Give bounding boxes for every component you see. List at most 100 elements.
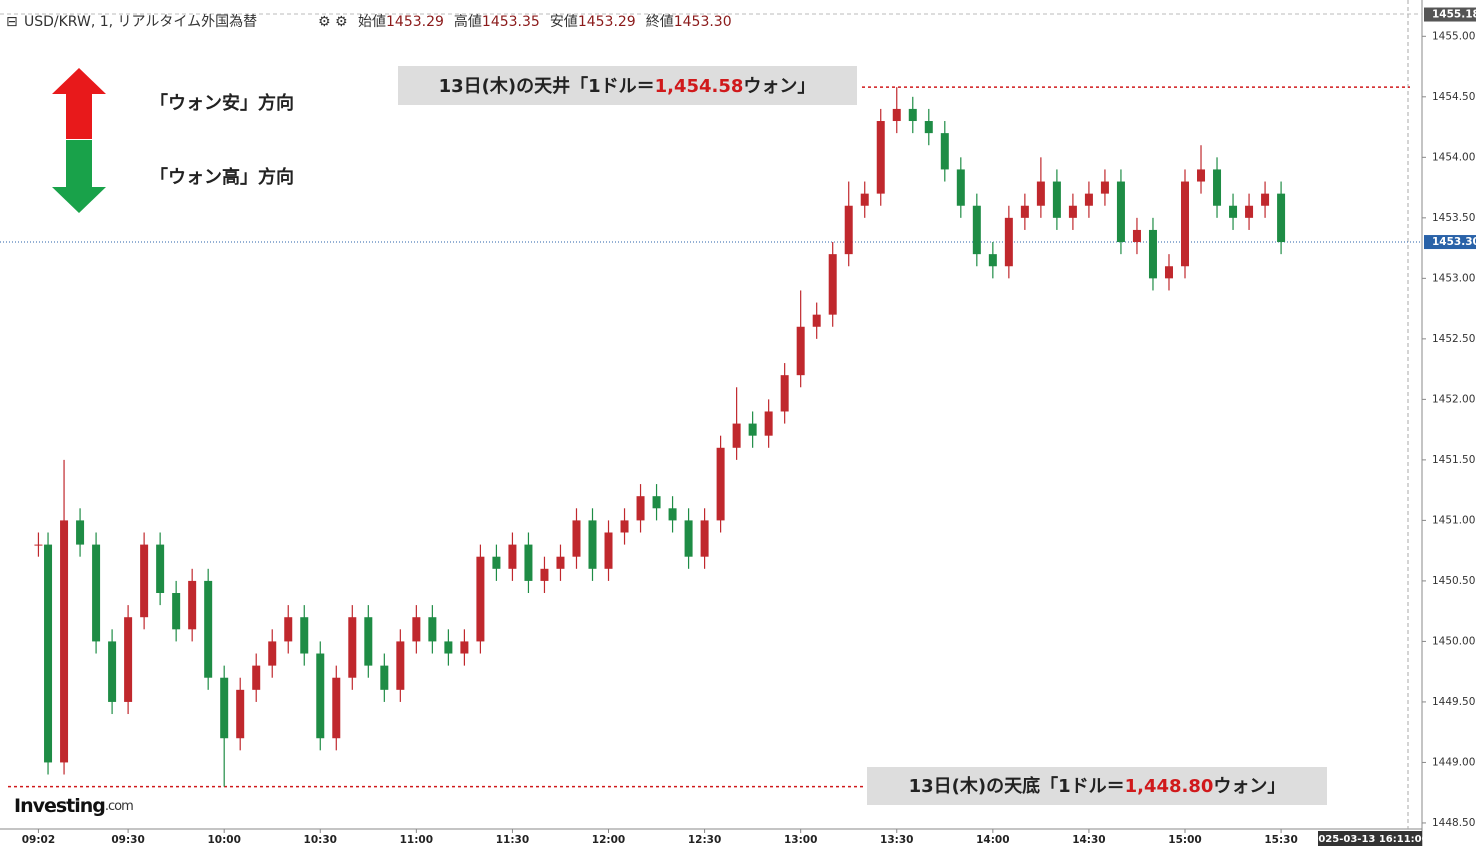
ohlc-name: 始値 <box>358 14 386 30</box>
candle-body <box>108 641 117 702</box>
y-tick-label: 1452.00 <box>1432 393 1475 405</box>
annotation-suffix: ウォン」 <box>743 76 815 97</box>
top-price-box <box>1424 7 1476 22</box>
candle-body <box>828 254 837 315</box>
candle-body <box>604 532 613 569</box>
annotation-prefix: 13日(木)の天底「1ドル＝ <box>909 775 1125 797</box>
y-tick-label: 1451.00 <box>1432 514 1475 526</box>
candle-body <box>956 169 965 206</box>
candle-body <box>1277 193 1286 243</box>
ohlc-value: 1453.35 <box>482 14 540 30</box>
y-tick-label: 1450.50 <box>1432 575 1475 587</box>
candle-body <box>284 617 293 642</box>
last-price-label: 1453.30 <box>1432 236 1476 248</box>
symbol: USD/KRW, 1, リアルタイム外国為替 <box>24 14 257 30</box>
candle-body <box>60 520 69 763</box>
candle-body <box>1148 229 1157 279</box>
candle-body <box>1116 181 1125 243</box>
candle-body <box>332 677 341 739</box>
candle-body <box>940 133 949 170</box>
y-tick-label: 1453.00 <box>1432 272 1475 284</box>
x-tick-label: 09:30 <box>111 834 144 846</box>
candle-body <box>748 423 757 436</box>
candle-body <box>636 496 645 521</box>
candle-body <box>380 665 389 690</box>
candle-body <box>1245 205 1254 218</box>
candle-body <box>1132 229 1141 243</box>
candle-body <box>124 617 133 702</box>
brand: Investing <box>14 795 105 817</box>
candle-body <box>428 617 437 642</box>
candle-body <box>364 617 373 666</box>
candle-body <box>988 254 997 267</box>
candle-body <box>1068 205 1077 218</box>
candle-body <box>812 314 821 327</box>
candle-body <box>1229 205 1238 218</box>
settings-icons[interactable]: ⚙ ⚙ <box>318 14 348 30</box>
ohlc-field: 始値1453.29 <box>358 14 444 30</box>
ohlc-name: 高値 <box>454 13 482 30</box>
candle-body <box>172 593 181 630</box>
y-tick-label: 1451.50 <box>1432 454 1475 466</box>
candle-body <box>412 617 421 642</box>
direction-label: 「ウォン高」方向 <box>150 166 294 188</box>
candle-body <box>668 508 677 521</box>
top-price-label: 1455.18 <box>1432 9 1476 21</box>
candle-body <box>684 520 693 557</box>
candle-body <box>924 121 933 134</box>
candle-body <box>492 556 501 569</box>
candle-body <box>1052 181 1061 218</box>
x-tick-label: 09:02 <box>22 834 55 846</box>
candle-body <box>156 544 165 594</box>
candle-body <box>348 617 357 678</box>
candle-body <box>972 205 981 255</box>
candle-body <box>1261 193 1270 206</box>
direction-label: 「ウォン安」方向 <box>150 92 294 114</box>
candle-body <box>140 544 149 618</box>
candle-body <box>300 617 309 654</box>
candle-body <box>92 544 101 642</box>
y-tick-label: 1448.50 <box>1432 817 1475 829</box>
y-tick-label: 1450.00 <box>1432 635 1475 647</box>
candle-body <box>700 520 709 557</box>
candle-body <box>476 556 485 642</box>
candle-body <box>44 544 53 763</box>
candle-body <box>588 520 597 569</box>
annotation-box <box>398 66 857 105</box>
x-tick-label: 15:30 <box>1264 834 1297 846</box>
candle-body <box>540 568 549 581</box>
timestamp-box <box>1318 831 1422 846</box>
ohlc-field: 終値1453.30 <box>646 14 732 30</box>
brand-logo: Investing.com <box>14 795 133 817</box>
candle-body <box>34 544 43 546</box>
candle-body <box>188 580 197 630</box>
x-tick-label: 11:30 <box>496 834 529 846</box>
x-tick-label: 12:00 <box>592 834 625 846</box>
candle-body <box>236 689 245 739</box>
ohlc-field: 高値1453.35 <box>454 13 540 30</box>
candle-body <box>76 520 85 545</box>
candle-body <box>796 326 805 376</box>
candle-body <box>764 411 773 436</box>
ohlc-value: 1453.30 <box>674 14 732 30</box>
ohlc-value: 1453.29 <box>386 14 444 30</box>
x-tick-label: 10:30 <box>304 834 337 846</box>
candle-body <box>460 641 469 654</box>
candle-body <box>1004 217 1013 267</box>
x-tick-label: 10:00 <box>207 834 240 846</box>
ohlc-value: 1453.29 <box>578 14 636 30</box>
candle-body <box>1100 181 1109 194</box>
candle-body <box>860 193 869 206</box>
collapse-icon[interactable]: ⊟ <box>6 14 18 30</box>
candle-body <box>716 447 725 521</box>
annotation-value: 1,454.58 <box>655 76 744 97</box>
candle-body <box>572 520 581 557</box>
annotation-box <box>867 767 1327 805</box>
candle-body <box>1036 181 1045 206</box>
brand-suffix: .com <box>105 799 133 814</box>
x-tick-label: 15:00 <box>1168 834 1201 846</box>
y-tick-label: 1452.50 <box>1432 333 1475 345</box>
annotation: 13日(木)の天井「1ドル＝1,454.58ウォン」 <box>439 75 816 97</box>
down-arrow <box>52 140 106 213</box>
